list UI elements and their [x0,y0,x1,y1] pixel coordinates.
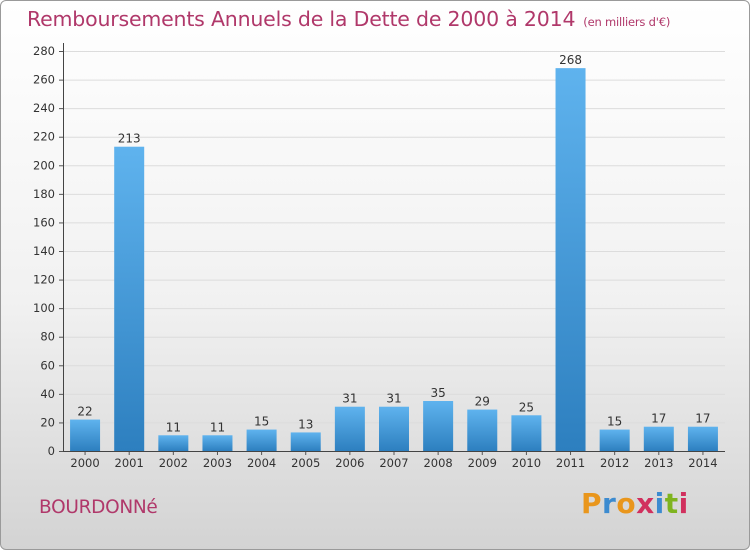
logo-letter: x [636,487,655,520]
value-label-2002: 11 [166,420,181,434]
y-tick-label: 100 [33,301,55,315]
value-label-2007: 31 [386,392,401,406]
value-label-2011: 268 [559,53,582,67]
value-label-2000: 22 [77,405,92,419]
y-tick-label: 180 [33,187,55,201]
value-label-2004: 15 [254,415,269,429]
chart-unit: (en milliers d'€) [583,15,671,29]
chart-title-text: Remboursements Annuels de la Dette de 20… [27,7,576,31]
value-label-2009: 29 [475,395,490,409]
bar-2006 [334,406,365,451]
bar-2014 [687,426,718,451]
bar-2012 [599,429,630,451]
y-tick-label: 240 [33,101,55,115]
value-label-2013: 17 [651,412,666,426]
x-tick-label-2007: 2007 [379,456,408,470]
value-label-2005: 13 [298,417,313,431]
x-tick-label-2005: 2005 [291,456,320,470]
bar-2013 [643,426,674,451]
x-tick-label-2000: 2000 [70,456,99,470]
x-tick-label-2003: 2003 [203,456,232,470]
x-tick-label-2001: 2001 [115,456,144,470]
y-tick-label: 160 [33,215,55,229]
bar-2011 [555,68,586,452]
bar-2010 [511,415,542,451]
x-tick-label-2010: 2010 [512,456,541,470]
bar-2009 [467,409,498,451]
chart-title: Remboursements Annuels de la Dette de 20… [27,7,670,31]
bar-2007 [379,406,409,451]
y-tick-label: 60 [40,358,55,372]
y-tick-label: 260 [33,73,55,87]
value-label-2001: 213 [118,132,141,146]
y-tick-label: 140 [33,244,55,258]
x-tick-label-2006: 2006 [335,456,364,470]
y-tick-label: 20 [40,415,55,429]
x-tick-label-2013: 2013 [644,456,673,470]
bar-2002 [158,435,189,451]
y-tick-label: 40 [40,387,55,401]
value-label-2014: 17 [695,412,710,426]
bar-2004 [246,429,277,451]
y-tick-label: 80 [40,330,55,344]
value-label-2012: 15 [607,415,622,429]
logo-letter: i [654,487,665,520]
town-name: BOURDONNé [39,497,158,518]
x-tick-label-2014: 2014 [688,456,717,470]
y-tick-label: 280 [33,44,55,58]
value-label-2010: 25 [519,400,534,414]
logo-letter: P [581,487,603,520]
x-tick-label-2012: 2012 [600,456,629,470]
x-tick-label-2009: 2009 [468,456,497,470]
bar-2008 [423,401,454,451]
value-label-2006: 31 [342,392,357,406]
x-tick-label-2004: 2004 [247,456,276,470]
value-label-2003: 11 [210,420,225,434]
y-tick-label: 120 [33,273,55,287]
x-tick-label-2002: 2002 [159,456,188,470]
x-tick-label-2008: 2008 [423,456,452,470]
bar-2005 [290,432,321,451]
bar-2003 [202,435,233,451]
bar-2001 [114,146,145,451]
y-tick-label: 220 [33,130,55,144]
y-tick-label: 0 [48,444,55,458]
bars: 22 213 11 11 15 13 31 31 35 29 25 268 15 17 17 [70,53,718,452]
bar-2000 [70,419,101,451]
x-tick-label-2011: 2011 [556,456,585,470]
grid [63,51,725,424]
proxiti-logo[interactable]: Proxiti [581,487,689,520]
value-label-2008: 35 [430,386,445,400]
axes: 0 20 40 60 80 100 120 140 160 180 200 220 240 260 280 2… [33,43,725,470]
logo-letter: t [664,487,679,520]
logo-letter: o [616,487,637,520]
logo-letter: r [602,487,617,520]
logo-letter: i [678,487,689,520]
y-tick-label: 200 [33,158,55,172]
